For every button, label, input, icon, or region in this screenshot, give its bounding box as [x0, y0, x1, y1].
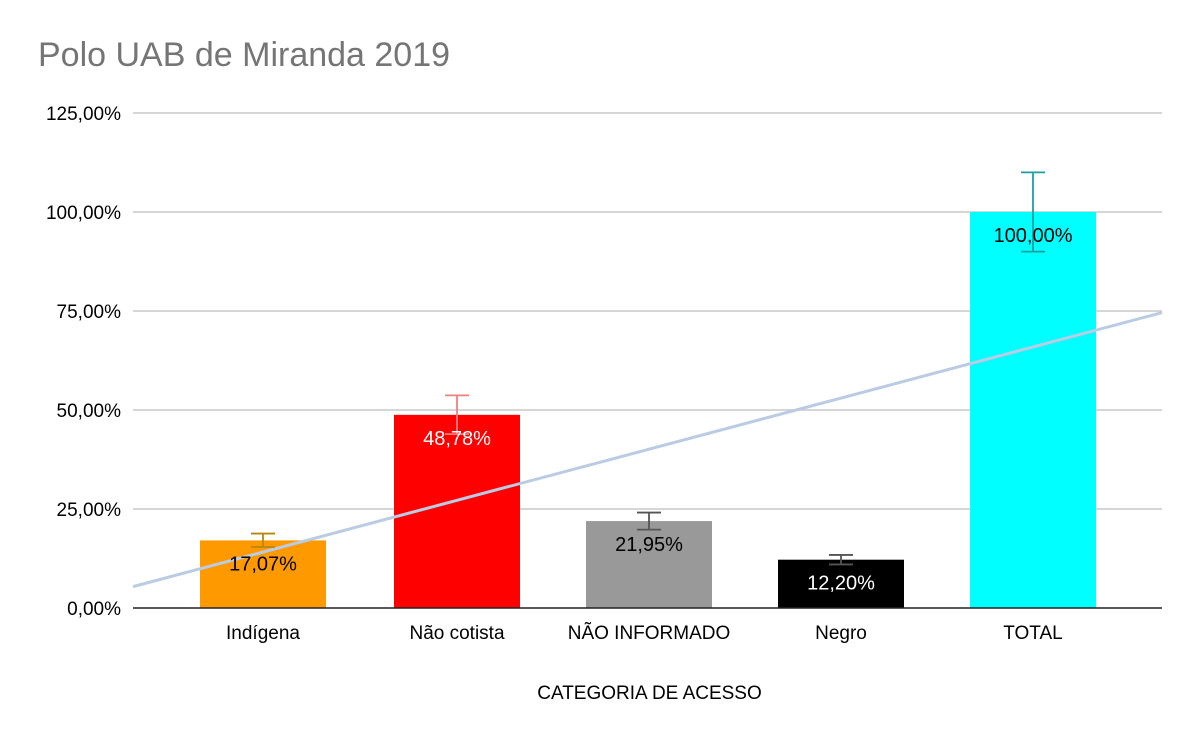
x-tick-label-0: Indígena: [226, 623, 300, 644]
axes: 0,00% 25,00% 50,00% 75,00% 100,00% 125,00% Ind…: [46, 104, 1162, 704]
y-tick-label-5: 125,00%: [46, 104, 121, 125]
data-label-2: 21,95%: [615, 534, 683, 556]
y-tick-label-3: 75,00%: [57, 302, 122, 323]
error-bars: [251, 171, 1045, 566]
y-tick-label-2: 50,00%: [57, 401, 122, 422]
data-label-0: 17,07%: [229, 553, 297, 575]
trendline: [132, 311, 1163, 589]
bars: [200, 212, 1096, 608]
y-tick-label-0: 0,00%: [67, 599, 121, 620]
error-bar-0: [251, 532, 275, 548]
x-tick-label-2: NÃO INFORMADO: [568, 622, 731, 644]
bar-2: [586, 521, 712, 608]
bar-3: [778, 559, 904, 608]
y-tick-label-4: 100,00%: [46, 203, 121, 224]
x-tick-label-3: Negro: [815, 623, 867, 644]
x-tick-label-4: TOTAL: [1003, 623, 1062, 644]
chart-title: Polo UAB de Miranda 2019: [38, 36, 451, 74]
data-label-3: 12,20%: [807, 573, 875, 595]
error-bar-3: [829, 554, 853, 566]
error-bar-2: [637, 511, 661, 531]
error-bar-4: [1021, 171, 1045, 253]
data-label-4: 100,00%: [994, 225, 1073, 247]
error-bar-1: [445, 394, 469, 436]
data-label-1: 48,78%: [423, 428, 491, 450]
bar-4: [970, 212, 1096, 608]
y-tick-label-1: 25,00%: [57, 500, 122, 521]
data-labels: 17,07% 48,78% 21,95% 12,20% 100,00%: [229, 225, 1073, 595]
x-tick-label-1: Não cotista: [409, 623, 504, 644]
x-axis-title: CATEGORIA DE ACESSO: [537, 683, 762, 704]
trendline-layer: [132, 311, 1163, 589]
